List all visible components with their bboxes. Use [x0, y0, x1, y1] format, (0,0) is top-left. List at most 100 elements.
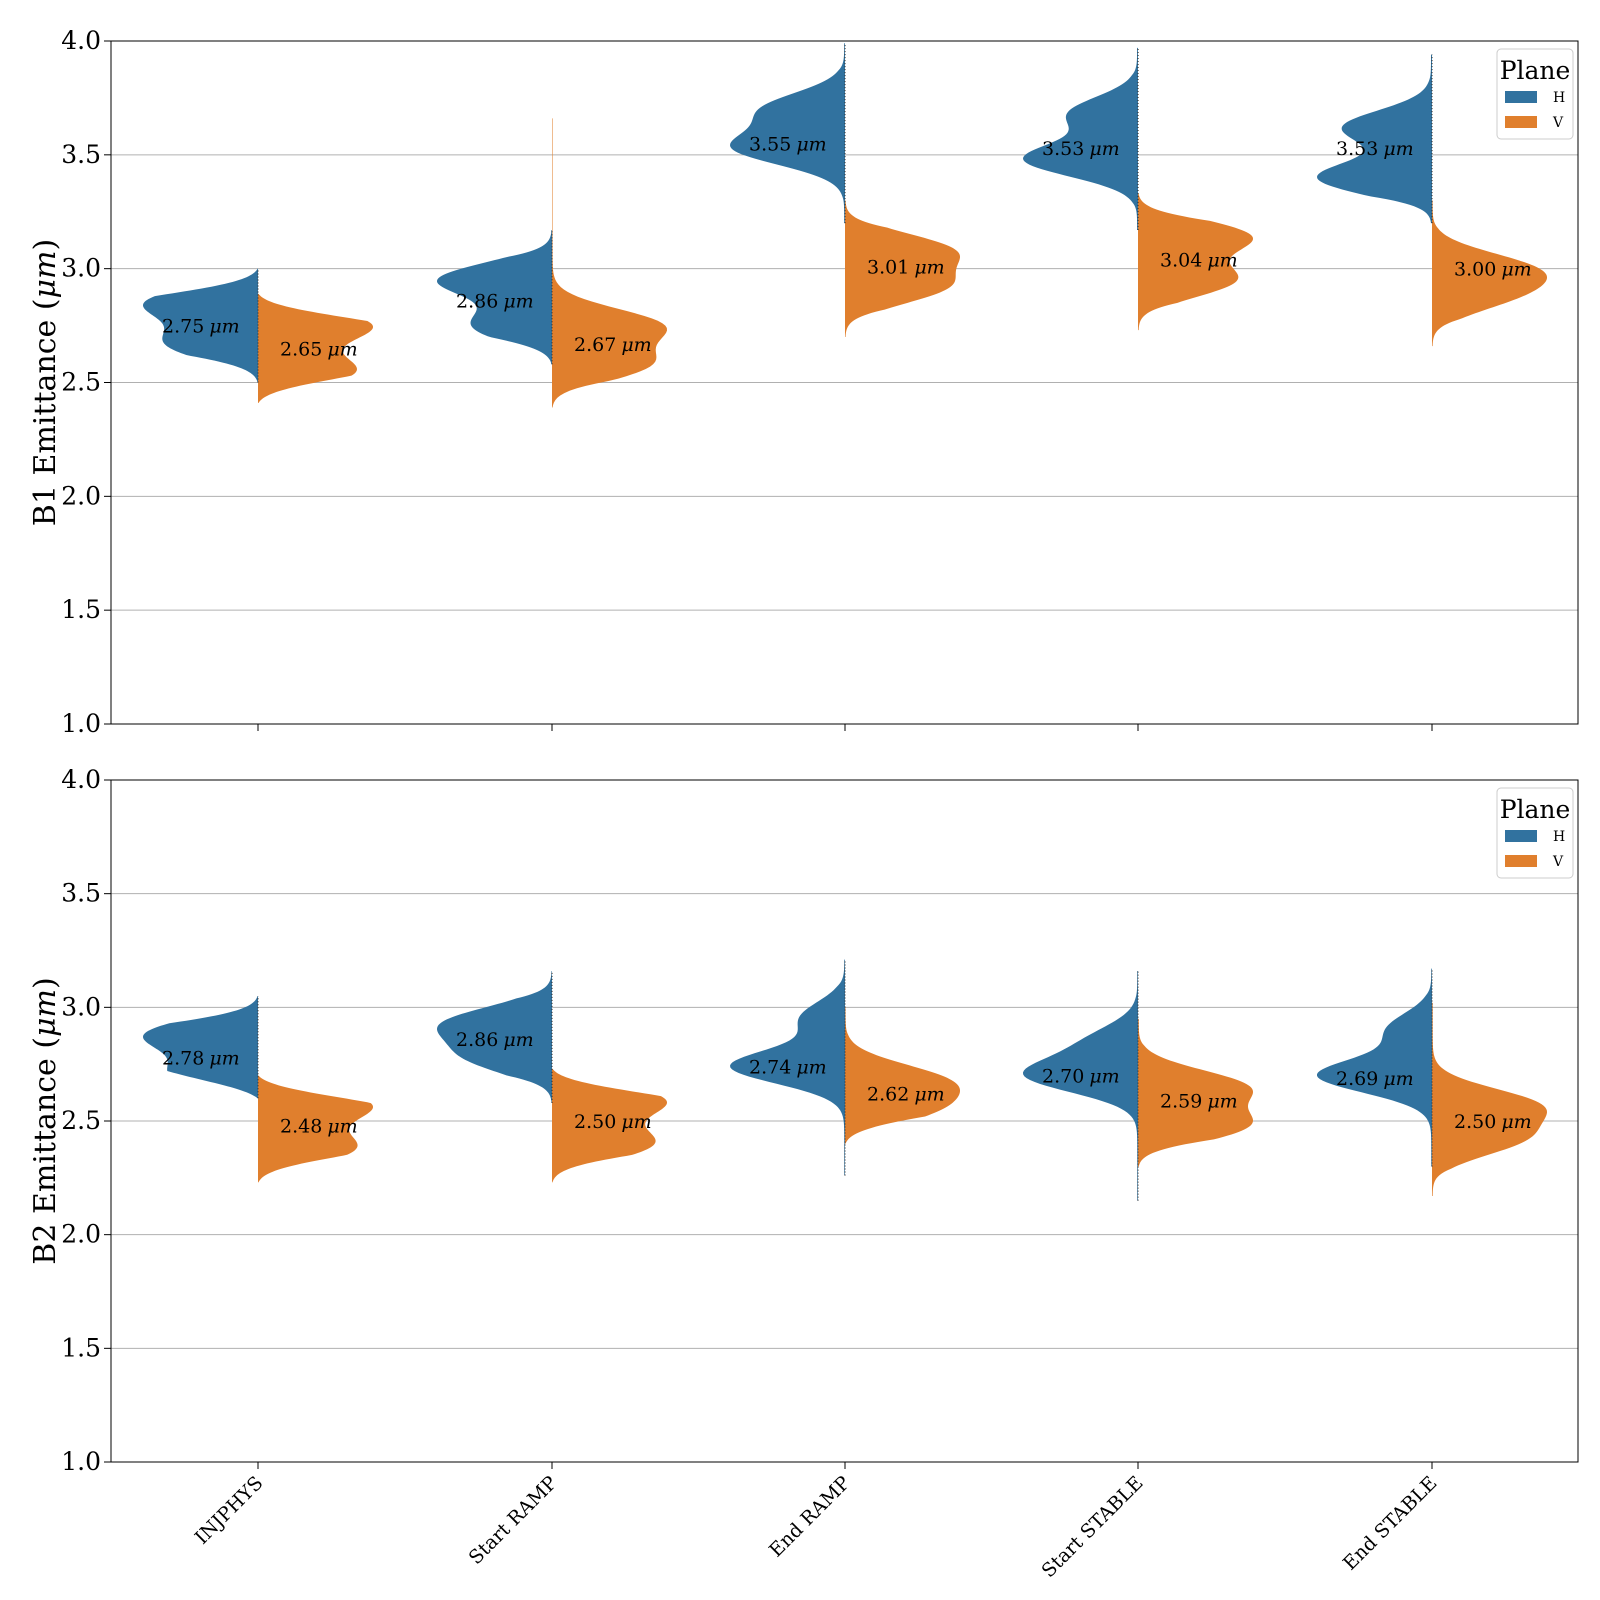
median-unit: μm	[209, 1047, 239, 1069]
median-label: 2.78 μm	[162, 1047, 240, 1069]
violin-h-3	[730, 959, 845, 1176]
median-value: 2.62	[867, 1084, 909, 1106]
median-value: 2.48	[280, 1116, 322, 1138]
y-axis-label-unit: μm	[28, 989, 63, 1037]
violin-h-5	[1317, 54, 1432, 224]
y-tick-label: 2.0	[61, 1220, 101, 1249]
violin-v-2	[552, 1068, 667, 1183]
violin-h-1	[143, 995, 258, 1099]
violin-h-5	[1317, 968, 1432, 1167]
violin-v-4	[1138, 1018, 1253, 1167]
y-axis-label-close: )	[28, 239, 63, 251]
median-value: 2.75	[162, 316, 204, 338]
y-tick-label: 3.5	[61, 140, 101, 169]
median-value: 3.04	[1160, 250, 1202, 272]
y-axis-label-close: )	[28, 977, 63, 989]
median-unit: μm	[914, 1084, 944, 1106]
median-value: 3.53	[1336, 138, 1378, 160]
median-value: 2.65	[280, 338, 322, 360]
median-label: 2.50 μm	[574, 1111, 652, 1133]
median-label: 3.00 μm	[1454, 259, 1532, 281]
median-value: 2.74	[749, 1056, 791, 1078]
median-value: 2.50	[574, 1111, 616, 1133]
median-unit: μm	[621, 1111, 651, 1133]
median-label: 3.01 μm	[867, 256, 945, 278]
median-label: 2.86 μm	[456, 1029, 534, 1051]
median-value: 2.59	[1160, 1091, 1202, 1113]
median-unit: μm	[1501, 259, 1531, 281]
violin-v-2	[552, 118, 667, 408]
y-tick-label: 1.0	[61, 1447, 101, 1476]
x-tick-label: Start STABLE	[1038, 1472, 1148, 1582]
violin-v-1	[258, 293, 373, 403]
y-axis-label-unit: μm	[28, 251, 63, 299]
median-label: 3.53 μm	[1336, 138, 1414, 160]
violin-h-2	[437, 229, 552, 365]
median-unit: μm	[1207, 1091, 1237, 1113]
y-tick-label: 4.0	[61, 26, 101, 55]
median-value: 2.69	[1336, 1068, 1378, 1090]
y-tick-label: 2.0	[61, 481, 101, 510]
median-unit: μm	[327, 1116, 357, 1138]
violin-h-1	[143, 268, 258, 383]
median-label: 2.67 μm	[574, 334, 652, 356]
median-unit: μm	[209, 316, 239, 338]
median-unit: μm	[796, 133, 826, 155]
x-tick-label: INJPHYS	[191, 1472, 268, 1549]
legend-entry-v: V	[1552, 115, 1564, 131]
y-tick-label: 2.5	[61, 368, 101, 397]
median-unit: μm	[327, 338, 357, 360]
median-label: 2.75 μm	[162, 316, 240, 338]
median-label: 2.50 μm	[1454, 1111, 1532, 1133]
violin-h-3	[730, 43, 845, 224]
median-label: 3.53 μm	[1042, 138, 1120, 160]
median-label: 2.62 μm	[867, 1084, 945, 1106]
y-tick-label: 1.5	[61, 595, 101, 624]
median-label: 2.86 μm	[456, 291, 534, 313]
legend-entry-h: H	[1553, 829, 1565, 845]
median-unit: μm	[1501, 1111, 1531, 1133]
median-value: 2.86	[456, 1029, 498, 1051]
median-label: 3.55 μm	[749, 133, 827, 155]
violin-h-4	[1023, 47, 1138, 230]
y-axis-label-text: B1 Emittance (	[28, 298, 63, 526]
median-unit: μm	[1089, 1066, 1119, 1088]
median-label: 2.70 μm	[1042, 1066, 1120, 1088]
legend-swatch-v	[1505, 855, 1537, 867]
y-tick-label: 1.0	[61, 709, 101, 738]
violin-v-3	[845, 200, 960, 337]
median-label: 2.65 μm	[280, 338, 358, 360]
median-unit: μm	[1383, 138, 1413, 160]
y-tick-label: 3.0	[61, 254, 101, 283]
legend-swatch-h	[1505, 830, 1537, 842]
violin-v-5	[1432, 1002, 1547, 1197]
median-unit: μm	[1383, 1068, 1413, 1090]
median-value: 3.01	[867, 256, 909, 278]
median-value: 2.67	[574, 334, 616, 356]
y-axis-label: B2 Emittance (μm)	[28, 977, 63, 1264]
median-value: 2.70	[1042, 1066, 1084, 1088]
x-tick-label: Start RAMP	[465, 1472, 562, 1569]
median-label: 2.74 μm	[749, 1056, 827, 1078]
chart-panel-2: 1.01.52.02.53.03.54.0B2 Emittance (μm)2.…	[28, 765, 1579, 1582]
median-value: 3.53	[1042, 138, 1084, 160]
violin-v-4	[1138, 193, 1253, 331]
legend-entry-v: V	[1552, 854, 1564, 870]
legend-swatch-v	[1505, 116, 1537, 128]
median-value: 3.00	[1454, 259, 1496, 281]
median-value: 2.50	[1454, 1111, 1496, 1133]
median-label: 2.69 μm	[1336, 1068, 1414, 1090]
median-label: 2.48 μm	[280, 1116, 358, 1138]
y-axis-label: B1 Emittance (μm)	[28, 239, 63, 526]
median-value: 2.86	[456, 291, 498, 313]
median-unit: μm	[796, 1056, 826, 1078]
median-unit: μm	[503, 291, 533, 313]
chart-panel-1: 1.01.52.02.53.03.54.0B1 Emittance (μm)2.…	[28, 26, 1579, 738]
y-tick-label: 2.5	[61, 1106, 101, 1135]
median-unit: μm	[1207, 250, 1237, 272]
x-tick-label: End STABLE	[1339, 1472, 1442, 1575]
median-unit: μm	[503, 1029, 533, 1051]
median-unit: μm	[621, 334, 651, 356]
y-tick-label: 1.5	[61, 1333, 101, 1362]
